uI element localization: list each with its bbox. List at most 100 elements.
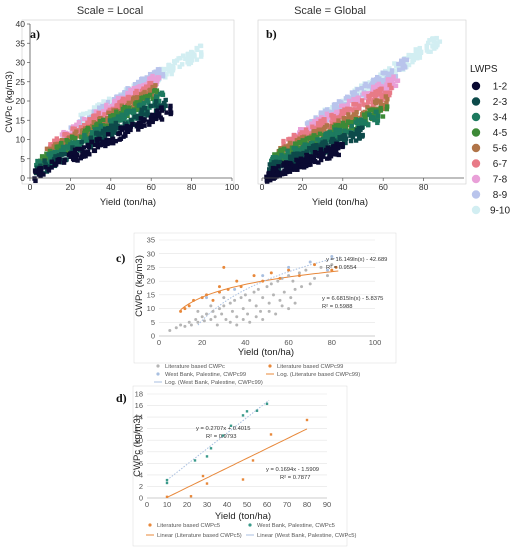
data-point bbox=[179, 323, 183, 327]
cell bbox=[52, 149, 57, 155]
cell bbox=[424, 44, 429, 49]
panel-c-fit1-r2: R² = 0.5988 bbox=[322, 304, 352, 310]
data-point bbox=[248, 298, 252, 302]
y-tick-label: 5 bbox=[20, 154, 25, 164]
cell bbox=[188, 55, 193, 61]
cell bbox=[58, 148, 64, 153]
cell bbox=[372, 81, 378, 86]
data-point bbox=[193, 459, 197, 462]
y-tick-label: 0 bbox=[20, 173, 25, 183]
cell bbox=[62, 157, 67, 163]
panel-a: Scale = Local a) 0 20 40 60 80 100 0 5 10 15 20 25 3… bbox=[4, 5, 239, 208]
data-point bbox=[183, 324, 187, 328]
cell bbox=[96, 110, 101, 116]
data-point bbox=[267, 301, 271, 305]
cell bbox=[356, 104, 362, 109]
data-point bbox=[205, 293, 209, 297]
legend-label: Literature based CWPc5 bbox=[157, 523, 220, 529]
y-tick-label: 10 bbox=[135, 436, 143, 445]
y-tick-label: 18 bbox=[135, 390, 143, 399]
cell bbox=[400, 64, 405, 70]
cell bbox=[372, 117, 377, 123]
cell bbox=[329, 148, 334, 154]
data-point bbox=[209, 304, 213, 308]
cell bbox=[369, 93, 374, 98]
cell bbox=[67, 139, 73, 145]
cell bbox=[339, 124, 344, 129]
panel-a-ylabel: CWPc (kg/m3) bbox=[4, 71, 15, 133]
cell bbox=[145, 109, 150, 115]
data-point bbox=[289, 296, 293, 300]
panel-c-fit1-equation: y = 6.6815ln(x) - 5.8375 bbox=[322, 296, 383, 302]
band-1-2 bbox=[264, 141, 345, 184]
panel-b-xlabel: Yield (ton/ha) bbox=[312, 197, 368, 208]
legend-swatch bbox=[268, 364, 272, 368]
cell bbox=[115, 114, 121, 119]
data-point bbox=[222, 296, 226, 300]
cell bbox=[83, 153, 88, 159]
cell bbox=[113, 138, 119, 144]
cell bbox=[123, 121, 129, 126]
cell bbox=[366, 99, 371, 105]
data-point bbox=[271, 293, 275, 297]
cell bbox=[318, 127, 324, 132]
lwps-label: 9-10 bbox=[490, 206, 510, 217]
cell bbox=[101, 117, 106, 123]
cell bbox=[406, 53, 412, 59]
cell bbox=[294, 157, 299, 163]
cell bbox=[288, 161, 293, 166]
cell bbox=[273, 166, 279, 171]
cell bbox=[70, 150, 75, 156]
cell bbox=[154, 108, 160, 113]
cell bbox=[108, 126, 113, 132]
cell bbox=[194, 45, 199, 51]
cell bbox=[76, 122, 82, 127]
cell bbox=[85, 149, 91, 154]
cell bbox=[91, 105, 97, 110]
cell bbox=[127, 105, 132, 110]
cell bbox=[109, 133, 115, 139]
x-tick-label: 0 bbox=[145, 500, 149, 509]
cell bbox=[275, 169, 280, 174]
y-tick-label: 30 bbox=[16, 58, 26, 68]
cell bbox=[295, 151, 300, 156]
cell bbox=[345, 119, 351, 124]
cell bbox=[188, 52, 194, 58]
y-tick-label: 40 bbox=[16, 19, 26, 29]
cell bbox=[160, 67, 165, 73]
cell bbox=[156, 75, 162, 80]
cell bbox=[293, 160, 298, 166]
cell bbox=[318, 112, 323, 117]
lwps-label: 3-4 bbox=[493, 113, 508, 124]
data-point bbox=[217, 285, 221, 289]
cell bbox=[142, 112, 148, 117]
cell bbox=[85, 120, 90, 125]
cell bbox=[280, 157, 285, 162]
cell bbox=[164, 110, 169, 115]
cell bbox=[331, 105, 337, 110]
cell bbox=[81, 111, 86, 117]
cell bbox=[101, 140, 107, 145]
cell bbox=[287, 140, 293, 146]
cell bbox=[332, 143, 337, 149]
cell bbox=[126, 100, 132, 106]
cell bbox=[273, 154, 279, 160]
cell bbox=[150, 84, 155, 90]
cell bbox=[351, 101, 356, 107]
cell bbox=[356, 136, 362, 141]
cell bbox=[132, 114, 138, 120]
cell bbox=[328, 146, 333, 151]
cell bbox=[75, 146, 80, 152]
cell bbox=[378, 105, 383, 111]
cell bbox=[110, 113, 116, 118]
cell bbox=[139, 92, 144, 97]
cell bbox=[310, 144, 316, 149]
data-point bbox=[330, 263, 334, 267]
data-point bbox=[239, 296, 243, 300]
cell bbox=[312, 158, 318, 164]
cell bbox=[278, 159, 283, 165]
cell bbox=[427, 38, 432, 43]
cell bbox=[153, 102, 158, 108]
cell bbox=[379, 78, 384, 83]
cell bbox=[64, 137, 69, 143]
